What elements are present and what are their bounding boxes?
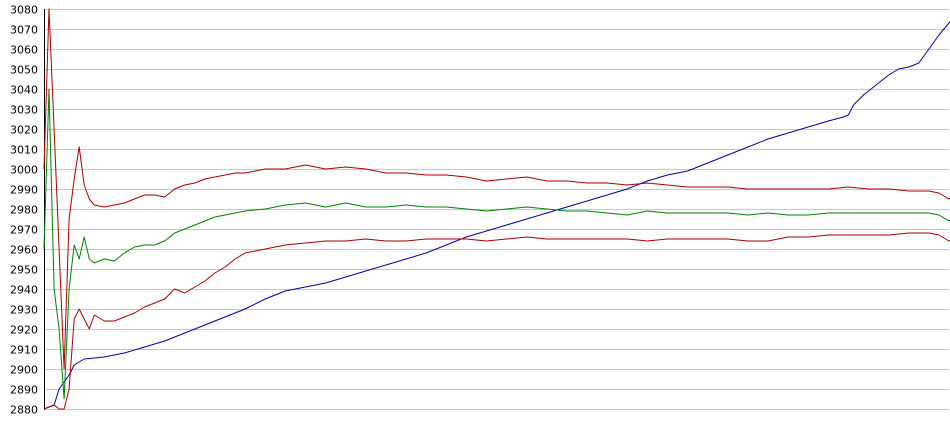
y-tick-label: 2940	[10, 284, 38, 297]
y-tick-label: 3010	[10, 144, 38, 157]
series-line-3	[43, 232, 950, 410]
y-tick-label: 3060	[10, 44, 38, 57]
y-tick-label: 2970	[10, 224, 38, 237]
y-tick-label: 3080	[10, 4, 38, 17]
y-tick-label: 3000	[10, 164, 38, 177]
y-tick-label: 3030	[10, 104, 38, 117]
y-tick-label: 2920	[10, 324, 38, 337]
series-line-1	[43, 88, 950, 400]
y-tick-label: 3070	[10, 24, 38, 37]
y-tick-label: 2900	[10, 364, 38, 377]
data-series	[43, 8, 950, 410]
y-tick-label: 3020	[10, 124, 38, 137]
y-tick-label: 2960	[10, 244, 38, 257]
y-tick-label: 3050	[10, 64, 38, 77]
y-tick-label: 3040	[10, 84, 38, 97]
y-tick-label: 2910	[10, 344, 38, 357]
y-tick-label: 2880	[10, 404, 38, 417]
y-tick-label: 2950	[10, 264, 38, 277]
y-tick-label: 2990	[10, 184, 38, 197]
y-tick-labels: 3080 3070 3060 3050 3040 3030 3020 3010 3000 2990…	[10, 4, 38, 417]
series-line-2	[43, 8, 950, 370]
series-line-0	[43, 21, 950, 410]
grid-lines	[44, 9, 949, 410]
y-tick-label: 2980	[10, 204, 38, 217]
y-tick-label: 2930	[10, 304, 38, 317]
y-tick-label: 2890	[10, 384, 38, 397]
